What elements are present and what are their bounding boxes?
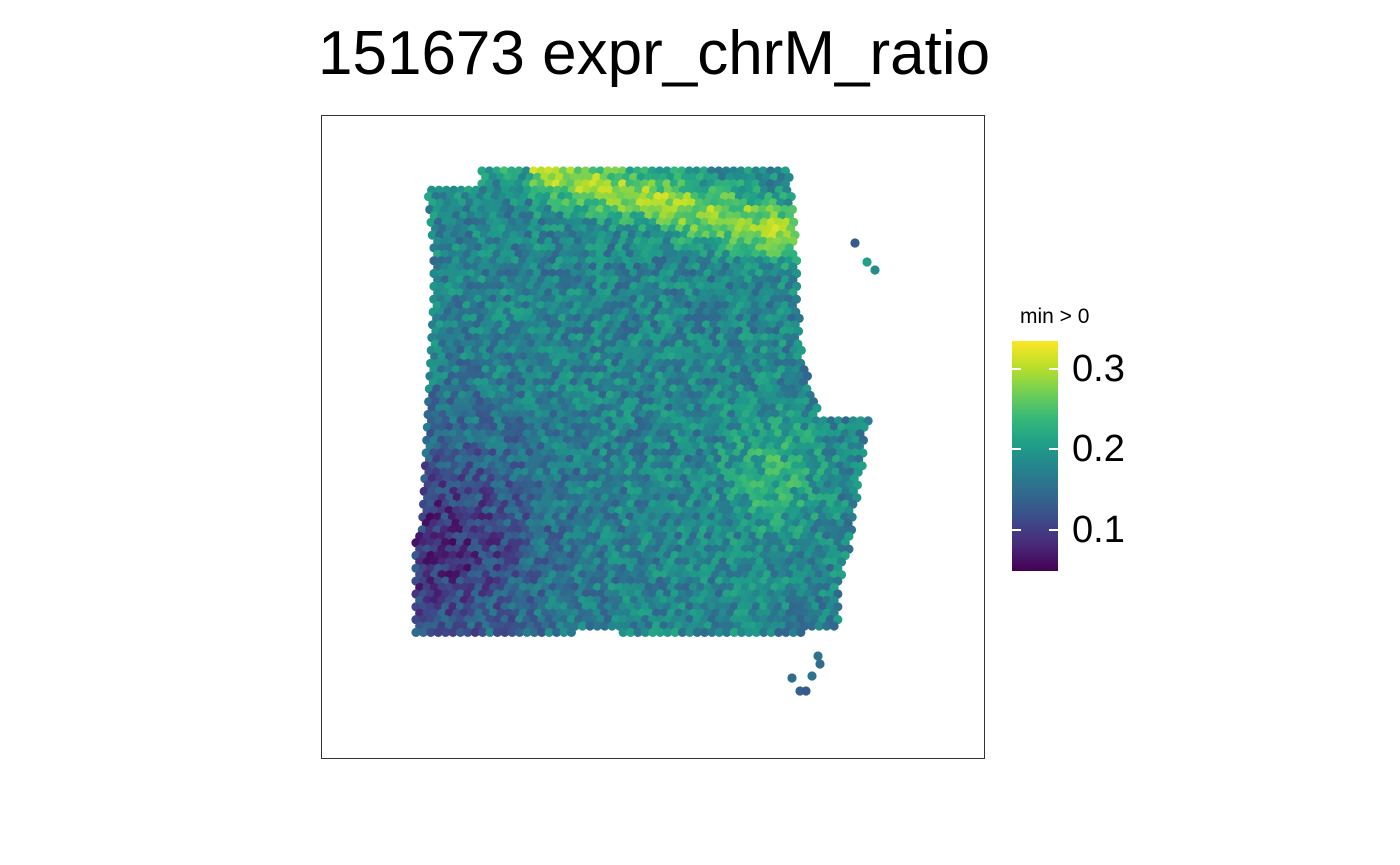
spot <box>485 627 495 637</box>
spot <box>552 627 562 637</box>
spot <box>592 621 602 631</box>
colorbar-tick <box>1012 368 1021 370</box>
chart-title: 151673 expr_chrM_ratio <box>318 19 991 88</box>
spot <box>670 627 680 637</box>
spot <box>801 686 811 696</box>
spot <box>455 627 465 637</box>
spot <box>607 621 617 631</box>
spot <box>814 621 824 631</box>
spot <box>774 627 784 637</box>
spot <box>600 621 610 631</box>
spot <box>766 627 776 637</box>
spot <box>566 627 576 637</box>
spot <box>700 627 710 637</box>
spot <box>448 627 458 637</box>
legend-title: min > 0 <box>1020 305 1090 328</box>
spot <box>626 627 636 637</box>
spot <box>640 627 650 637</box>
colorbar-tick <box>1049 368 1058 370</box>
spot <box>426 217 436 227</box>
spot-plot <box>411 166 880 696</box>
spot <box>427 230 437 240</box>
spot <box>425 204 435 215</box>
spot <box>463 627 473 637</box>
spot <box>655 627 665 637</box>
spot <box>813 651 823 661</box>
colorbar-tick <box>1012 529 1021 531</box>
spot <box>722 627 732 637</box>
spot <box>807 621 817 631</box>
spot <box>418 627 428 637</box>
colorbar-label-0-2: 0.2 <box>1072 428 1125 470</box>
spot <box>648 627 658 637</box>
spot <box>537 627 547 637</box>
spot <box>559 627 569 637</box>
spot <box>759 627 769 637</box>
spot <box>478 627 488 637</box>
spot <box>707 627 717 637</box>
spot <box>411 627 421 637</box>
spot <box>744 627 754 637</box>
spot <box>729 627 739 637</box>
spot <box>577 621 588 631</box>
spot <box>677 627 687 637</box>
colorbar-tick <box>1012 448 1021 450</box>
spot <box>737 627 747 637</box>
spot <box>441 627 451 637</box>
colorbar-tick <box>1049 529 1058 531</box>
spot <box>426 627 436 637</box>
spot <box>788 627 798 637</box>
spot <box>663 627 673 637</box>
spot <box>544 627 554 637</box>
spot <box>633 627 643 637</box>
spot <box>815 659 825 669</box>
spot <box>618 627 628 637</box>
spot <box>862 257 872 267</box>
spot <box>822 621 832 631</box>
spot <box>585 621 595 631</box>
spot <box>850 238 860 248</box>
colorbar-tick <box>1049 448 1058 450</box>
spot <box>515 627 525 637</box>
spot <box>870 265 880 275</box>
spot <box>751 627 761 637</box>
spot <box>507 627 517 637</box>
spot <box>787 673 797 683</box>
spot <box>714 627 724 637</box>
spot <box>692 627 702 637</box>
spot <box>522 627 532 637</box>
spot <box>500 627 510 637</box>
spot <box>685 627 695 637</box>
spot <box>807 671 817 681</box>
spot <box>796 627 806 637</box>
plot-panel <box>321 115 985 759</box>
spot <box>433 627 443 637</box>
colorbar <box>1012 341 1058 571</box>
spot <box>829 621 839 631</box>
spot <box>781 627 791 637</box>
colorbar-label-0-3: 0.3 <box>1072 348 1125 390</box>
spot <box>529 627 539 637</box>
spot <box>470 627 480 637</box>
colorbar-label-0-1: 0.1 <box>1072 509 1125 551</box>
spot <box>492 627 502 637</box>
